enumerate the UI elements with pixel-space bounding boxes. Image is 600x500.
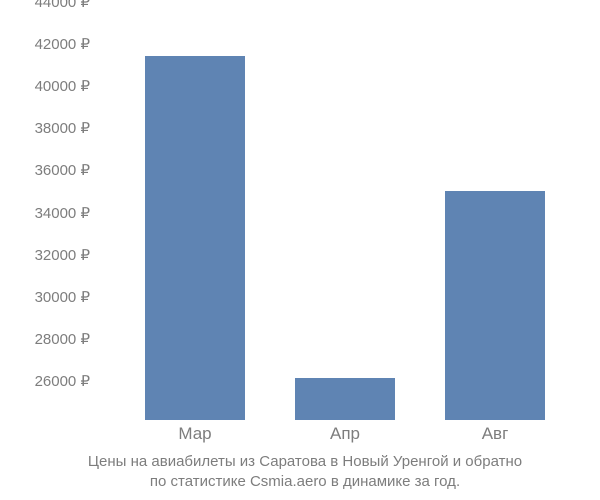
x-axis: МарАпрАвг bbox=[100, 424, 590, 444]
price-chart: 26000 ₽ 28000 ₽ 30000 ₽ 32000 ₽ 34000 ₽ 36000… bbox=[0, 0, 600, 500]
bar bbox=[445, 191, 545, 420]
y-tick-label: 44000 ₽ bbox=[35, 0, 90, 11]
x-tick-label: Мар bbox=[120, 424, 270, 444]
bars-container bbox=[100, 20, 590, 420]
bar bbox=[145, 56, 245, 420]
y-tick-label: 36000 ₽ bbox=[35, 161, 90, 179]
chart-caption: Цены на авиабилеты из Саратова в Новый У… bbox=[10, 452, 600, 493]
y-tick-label: 38000 ₽ bbox=[35, 119, 90, 137]
bar-slot bbox=[120, 20, 270, 420]
y-tick-label: 40000 ₽ bbox=[35, 77, 90, 95]
y-tick-label: 28000 ₽ bbox=[35, 330, 90, 348]
y-axis: 26000 ₽ 28000 ₽ 30000 ₽ 32000 ₽ 34000 ₽ 36000… bbox=[0, 20, 95, 420]
plot-area bbox=[100, 20, 590, 420]
y-tick-label: 42000 ₽ bbox=[35, 35, 90, 53]
y-tick-label: 26000 ₽ bbox=[35, 372, 90, 390]
caption-line-1: Цены на авиабилеты из Саратова в Новый У… bbox=[88, 453, 522, 470]
bar bbox=[295, 378, 395, 420]
y-tick-label: 30000 ₽ bbox=[35, 288, 90, 306]
y-tick-label: 34000 ₽ bbox=[35, 204, 90, 222]
bar-slot bbox=[270, 20, 420, 420]
caption-line-2: по статистике Csmia.aero в динамике за г… bbox=[150, 473, 460, 490]
x-tick-label: Апр bbox=[270, 424, 420, 444]
y-tick-label: 32000 ₽ bbox=[35, 246, 90, 264]
bar-slot bbox=[420, 20, 570, 420]
x-tick-label: Авг bbox=[420, 424, 570, 444]
